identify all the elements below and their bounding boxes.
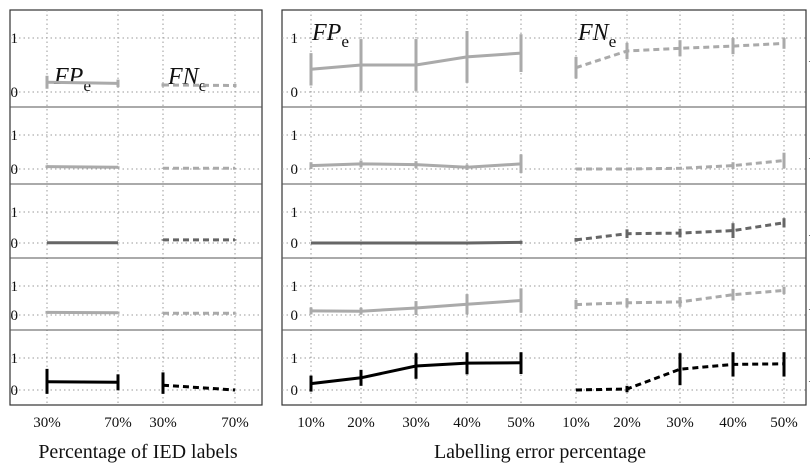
left-panel-ytick-zero-1: 0 — [11, 162, 19, 178]
left-panel-ytick-one-1: 1 — [11, 128, 19, 144]
right-panel-row-1-FNe-line — [575, 41, 785, 70]
left-panel-ytick-zero-0: 0 — [11, 85, 19, 101]
right-panel-xtick-1-1: 20% — [613, 415, 641, 431]
right-panel-xtick-0-1: 20% — [347, 415, 375, 431]
right-panel-row-label-1: P1 — [808, 46, 810, 71]
left-panel-row-1-FPe-line — [46, 80, 119, 85]
right-panel-xtick-1-0: 10% — [562, 415, 590, 431]
right-panel-title-FNe: FNe — [577, 20, 617, 51]
left-panel-xtick-0-1: 70% — [104, 415, 132, 431]
left-panel-title-FPe: FPe — [53, 64, 91, 95]
left-panel-ytick-zero-2: 0 — [11, 236, 19, 252]
right-panel-xtick-1-4: 50% — [770, 415, 798, 431]
right-panel-ytick-zero-2: 0 — [291, 236, 299, 252]
right-panel-xtick-0-0: 10% — [297, 415, 325, 431]
right-panel-ytick-zero-3: 0 — [291, 308, 299, 324]
right-panel-row-5-FNe-line — [575, 362, 785, 392]
left-panel-ytick-zero-4: 0 — [11, 383, 19, 399]
left-panel-ytick-one-4: 1 — [11, 351, 19, 367]
right-panel-ytick-zero-0: 0 — [291, 85, 299, 101]
right-panel-xtick-0-2: 30% — [402, 415, 430, 431]
right-panel-ytick-one-4: 1 — [291, 351, 299, 367]
left-panel: 1 0 1 0 1 0 1 0 1 0 30% 70% 30% 70% FPe FNe — [9, 9, 263, 431]
right-panel-row-label-3: P3 — [808, 220, 810, 245]
right-panel-ytick-one-3: 1 — [291, 279, 299, 295]
right-panel-row-label-4: P4 — [808, 294, 810, 319]
left-x-axis-label: Percentage of IED labels — [38, 441, 238, 463]
right-panel: 1 0 1 0 1 0 1 0 1 0 10% 20% 30% 40% 50% 10% 20% 30% 40% 50%… — [281, 9, 810, 431]
right-panel-row-label-5: P5 — [808, 366, 810, 391]
left-panel-xtick-1-0: 30% — [149, 415, 177, 431]
left-panel-ytick-one-3: 1 — [11, 279, 19, 295]
left-panel-frame — [9, 9, 263, 406]
left-panel-ytick-zero-3: 0 — [11, 308, 19, 324]
right-panel-xtick-1-2: 30% — [666, 415, 694, 431]
right-panel-xtick-0-4: 50% — [507, 415, 535, 431]
right-panel-ytick-one-0: 1 — [291, 31, 299, 47]
right-panel-row-3-FPe-line — [311, 240, 522, 245]
right-panel-ytick-zero-1: 0 — [291, 162, 299, 178]
right-panel-title-FPe: FPe — [311, 20, 349, 51]
right-panel-frame — [281, 9, 807, 406]
left-panel-row-5-FPe-line — [46, 380, 119, 384]
left-panel-ytick-one-0: 1 — [11, 31, 19, 47]
right-panel-xtick-1-3: 40% — [719, 415, 747, 431]
left-panel-title-FNe: FNe — [167, 64, 207, 95]
right-panel-ytick-one-1: 1 — [291, 128, 299, 144]
right-panel-ytick-one-2: 1 — [291, 205, 299, 221]
right-x-axis-label: Labelling error percentage — [434, 441, 646, 463]
right-panel-xtick-0-3: 40% — [453, 415, 481, 431]
left-panel-xtick-1-1: 70% — [221, 415, 249, 431]
right-panel-row-label-2: P2 — [808, 143, 810, 168]
left-panel-row-2-FPe-line — [46, 165, 119, 169]
right-panel-ytick-zero-4: 0 — [291, 383, 299, 399]
left-panel-ytick-one-2: 1 — [11, 205, 19, 221]
left-panel-row-1-FNe-line — [162, 83, 236, 87]
left-panel-row-5-FNe-line — [162, 383, 236, 392]
left-panel-xtick-0-0: 30% — [33, 415, 61, 431]
